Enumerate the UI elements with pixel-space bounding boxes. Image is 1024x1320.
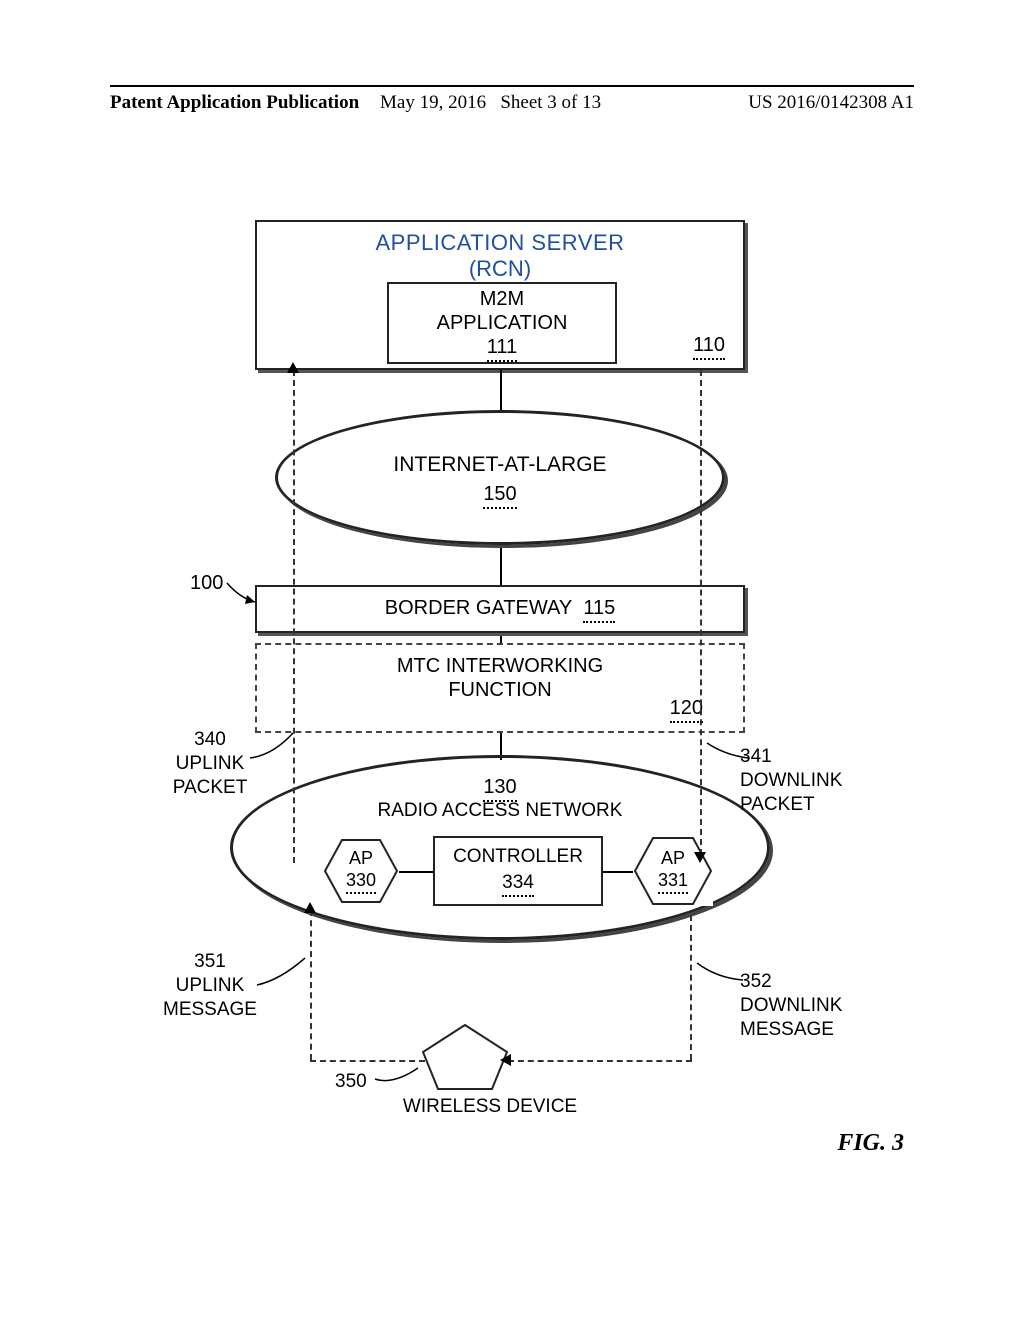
- controller-box: CONTROLLER 334: [433, 836, 603, 906]
- figure-number: FIG. 3: [837, 1130, 904, 1157]
- m2m-line1: M2M: [389, 288, 615, 311]
- wireless-device-ref-label: 350: [335, 1070, 367, 1094]
- downlink-message-path-v: [690, 915, 692, 1060]
- internet-ref: 150: [278, 483, 722, 509]
- arrow-up-icon: [304, 902, 316, 913]
- internet-cloud: INTERNET-AT-LARGE 150: [275, 410, 725, 545]
- leader-line: [248, 730, 298, 765]
- header-sheet: Sheet 3 of 13: [500, 92, 601, 113]
- m2m-application-box: M2M APPLICATION 111: [387, 282, 617, 364]
- header-rule: [110, 85, 914, 87]
- application-server-subtitle: (RCN): [257, 256, 743, 282]
- header-publication: Patent Application Publication: [110, 92, 359, 114]
- access-point-1: AP 330: [323, 838, 399, 904]
- uplink-message-path-v: [310, 910, 312, 1060]
- connector: [500, 370, 502, 410]
- leader-line: [705, 740, 750, 765]
- border-gateway-label: BORDER GATEWAY 115: [257, 597, 743, 623]
- leader-line: [373, 1065, 423, 1090]
- ran-label: RADIO ACCESS NETWORK: [233, 800, 767, 822]
- internet-label: INTERNET-AT-LARGE: [278, 453, 722, 477]
- uplink-packet-path: [293, 370, 295, 863]
- ran-ref: 130: [233, 776, 767, 802]
- application-server-box: APPLICATION SERVER (RCN) M2M APPLICATION…: [255, 220, 745, 370]
- downlink-message-path-h: [508, 1060, 692, 1062]
- connector: [399, 871, 433, 873]
- border-gateway-ref: 115: [583, 597, 615, 623]
- header-pubno: US 2016/0142308 A1: [748, 92, 914, 114]
- connector: [500, 633, 502, 643]
- header-date: May 19, 2016: [380, 92, 486, 113]
- controller-label: CONTROLLER: [435, 846, 601, 868]
- controller-ref: 334: [435, 872, 601, 897]
- application-server-title: APPLICATION SERVER: [257, 230, 743, 256]
- ap1-label: AP: [323, 848, 399, 869]
- uplink-message-path-h: [310, 1060, 425, 1062]
- wireless-device-label: WIRELESS DEVICE: [390, 1095, 590, 1119]
- border-gateway-box: BORDER GATEWAY 115: [255, 585, 745, 633]
- m2m-line2: APPLICATION: [389, 312, 615, 335]
- mtc-interworking-box: MTC INTERWORKING FUNCTION 120: [255, 643, 745, 733]
- downlink-message-label: 352 DOWNLINK MESSAGE: [740, 970, 875, 1041]
- wireless-device-icon: [420, 1022, 510, 1092]
- uplink-message-label: 351 UPLINK MESSAGE: [150, 950, 270, 1021]
- downlink-packet-path: [700, 370, 702, 855]
- application-server-ref: 110: [693, 334, 725, 360]
- page: Patent Application Publication May 19, 2…: [0, 0, 1024, 1320]
- system-ref-100: 100: [190, 572, 223, 595]
- arrow-up-icon: [287, 362, 299, 373]
- ap2-ref: 331: [633, 870, 713, 894]
- leader-line: [255, 955, 310, 990]
- arrow-left-icon: [500, 1054, 511, 1066]
- downlink-packet-label: 341 DOWNLINK PACKET: [740, 745, 870, 816]
- m2m-ref: 111: [389, 336, 615, 362]
- ap1-ref: 330: [323, 870, 399, 894]
- connector: [500, 545, 502, 585]
- mtc-ref: 120: [670, 697, 703, 723]
- header-date-sheet: May 19, 2016 Sheet 3 of 13: [380, 92, 601, 114]
- leader-arrow-icon: [225, 580, 265, 610]
- connector: [603, 871, 633, 873]
- leader-line: [695, 960, 745, 985]
- arrow-down-icon: [694, 852, 706, 863]
- figure-diagram: APPLICATION SERVER (RCN) M2M APPLICATION…: [0, 200, 1024, 1200]
- mtc-line1: MTC INTERWORKING: [257, 655, 743, 678]
